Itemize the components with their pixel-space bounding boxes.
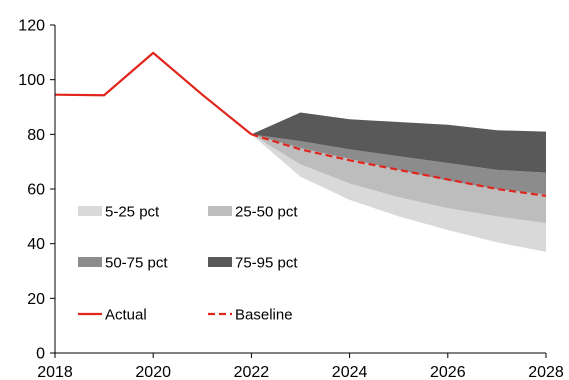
tick-labels: 0 20 40 60 80 100 120 2018 2020 2022 2024 2026 2028	[18, 18, 564, 380]
axes	[50, 24, 547, 358]
y-tick-label: 40	[27, 236, 45, 253]
legend-swatch-75-95-pct	[208, 257, 232, 267]
legend-swatch-50-75-pct	[78, 257, 102, 267]
legend: 5-25 pct 25-50 pct 50-75 pct 75-95 pct Actua…	[78, 204, 298, 324]
legend-label-actual: Actual	[105, 307, 147, 324]
x-tick-label: 2020	[135, 364, 171, 380]
y-tick-label: 100	[18, 72, 45, 89]
legend-label-5-25-pct: 5-25 pct	[105, 204, 160, 221]
legend-label-25-50-pct: 25-50 pct	[235, 204, 298, 221]
legend-label-baseline: Baseline	[235, 307, 293, 324]
x-tick-label: 2024	[332, 364, 368, 380]
band-75-95-pct	[251, 112, 546, 173]
x-tick-label: 2026	[430, 364, 466, 380]
band-50-75-pct	[251, 134, 546, 195]
y-tick-label: 0	[36, 346, 45, 363]
legend-label-75-95-pct: 75-95 pct	[235, 255, 298, 272]
band-25-50-pct	[251, 134, 546, 224]
legend-swatch-25-50-pct	[208, 206, 232, 216]
band-5-25-pct	[251, 134, 546, 252]
x-tick-label: 2028	[528, 364, 564, 380]
legend-swatch-5-25-pct	[78, 206, 102, 216]
percentile-bands	[251, 112, 546, 252]
y-tick-label: 120	[18, 18, 45, 35]
y-tick-label: 60	[27, 182, 45, 199]
line-actual	[54, 51, 253, 136]
legend-label-50-75-pct: 50-75 pct	[105, 255, 168, 272]
series-lines	[54, 51, 547, 197]
y-tick-label: 20	[27, 291, 45, 308]
x-tick-label: 2018	[37, 364, 73, 380]
x-tick-label: 2022	[234, 364, 270, 380]
y-tick-label: 80	[27, 127, 45, 144]
